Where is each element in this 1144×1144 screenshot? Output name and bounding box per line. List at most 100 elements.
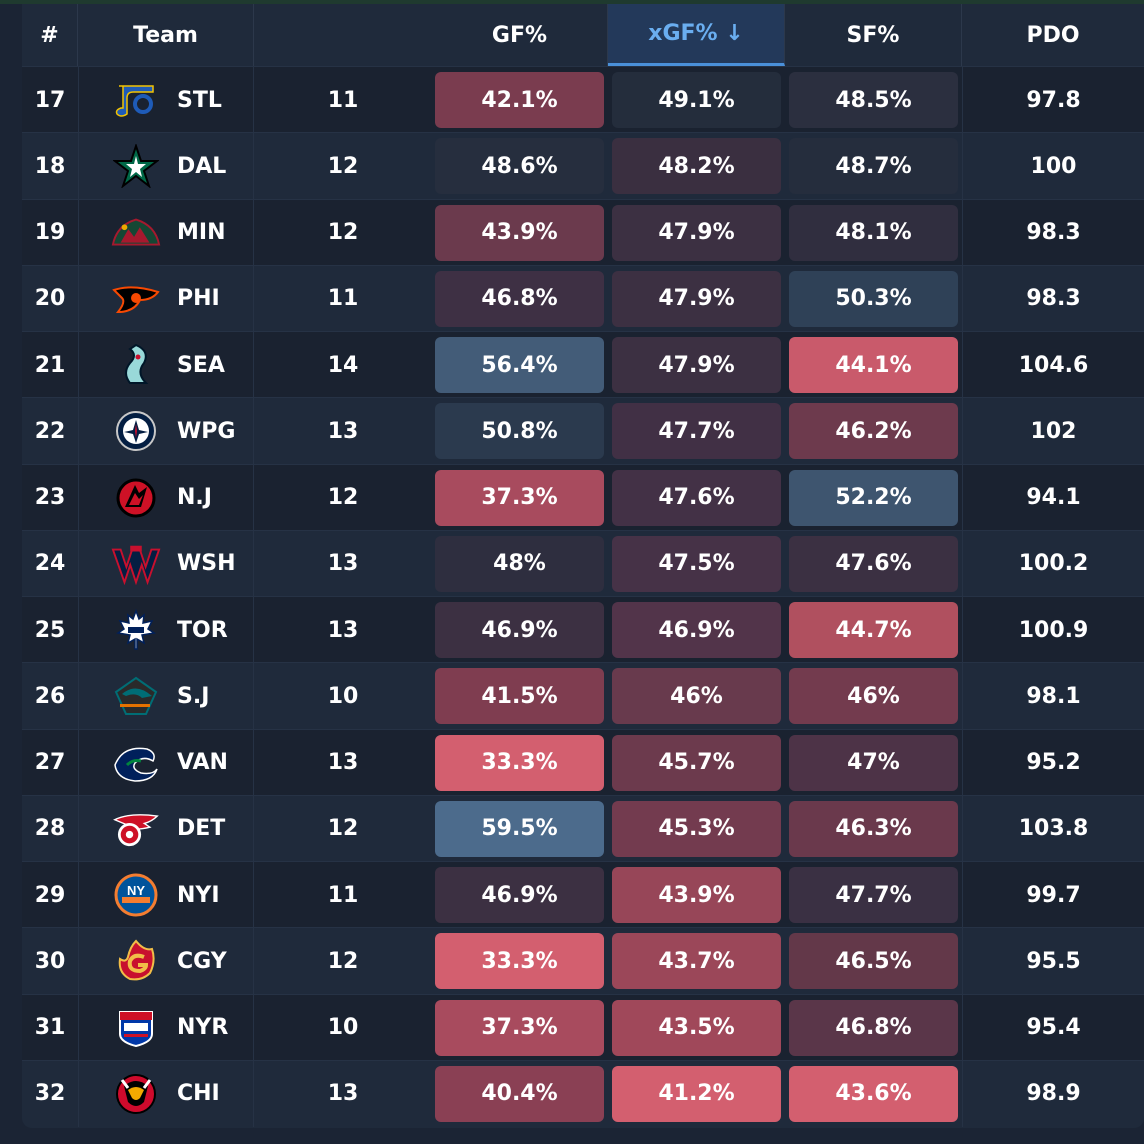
table-row[interactable]: 29 NY NYI 11 46.9% 43.9% 47.7% 99.7 — [22, 861, 1144, 928]
games-played-cell: 13 — [327, 418, 359, 444]
col-rank-header[interactable]: # — [22, 4, 78, 66]
team-abbreviation: VAN — [177, 750, 228, 775]
svg-text:NY: NY — [127, 883, 145, 898]
team-cell[interactable]: STL — [78, 67, 254, 133]
rank-cell: 31 — [34, 1015, 66, 1040]
pdo-cell: 95.5 — [962, 928, 1144, 995]
table-row[interactable]: 23 N.J 12 37.3% 47.6% 52.2% 94.1 — [22, 463, 1144, 531]
rank-cell: 26 — [34, 683, 66, 709]
table-row[interactable]: 27 VAN 13 33.3% 45.7% 47% 95.2 — [22, 728, 1144, 796]
team-cell[interactable]: TOR — [78, 597, 254, 663]
xgf-pct-cell: 47.9% — [612, 204, 781, 261]
team-cell[interactable]: SEA — [78, 332, 254, 398]
team-abbreviation: S.J — [177, 683, 210, 709]
col-pdo-header[interactable]: PDO — [1026, 22, 1080, 48]
sf-pct-cell: 46.8% — [789, 999, 958, 1056]
gf-pct-cell: 41.5% — [435, 668, 604, 725]
table-row[interactable]: 22 WPG 13 50.8% 47.7% 46.2% 102 — [22, 397, 1144, 465]
games-played-cell: 12 — [327, 948, 359, 974]
games-played-cell: 14 — [327, 352, 359, 378]
col-sf-header[interactable]: SF% — [785, 4, 962, 66]
team-cell[interactable]: PHI — [78, 265, 254, 332]
table-row[interactable]: 32 CHI 13 40.4% 41.2% 43.6% 98.9 — [22, 1059, 1144, 1127]
col-xgf-header[interactable]: xGF% ↓ — [608, 4, 785, 66]
team-abbreviation: NYI — [177, 882, 220, 908]
sf-pct-cell: 52.2% — [789, 469, 958, 526]
team-cell[interactable]: CHI — [78, 1060, 254, 1127]
col-gf-header[interactable]: GF% — [432, 4, 608, 66]
team-cell[interactable]: S.J — [78, 663, 254, 730]
pdo-cell: 104.6 — [962, 332, 1144, 398]
table-row[interactable]: 31 NYR 10 37.3% 43.5% 46.8% 95.4 — [22, 993, 1144, 1061]
gf-pct-cell: 56.4% — [435, 337, 604, 393]
games-played-cell: 11 — [327, 87, 359, 113]
pdo-cell: 98.3 — [962, 265, 1144, 332]
table-row[interactable]: 20 PHI 11 46.8% 47.9% 50.3% 98.3 — [22, 264, 1144, 332]
games-played-cell: 12 — [327, 485, 359, 510]
team-cell[interactable]: DET — [78, 795, 254, 862]
top-accent-bar — [0, 0, 1144, 4]
xgf-pct-cell: 47.9% — [612, 270, 781, 327]
team-cell[interactable]: CGY — [78, 928, 254, 995]
pdo-cell: 97.8 — [962, 67, 1144, 133]
table-row[interactable]: 19 MIN 12 43.9% 47.9% 48.1% 98.3 — [22, 198, 1144, 266]
gf-pct-cell: 46.8% — [435, 270, 604, 327]
team-cell[interactable]: DAL — [78, 133, 254, 200]
team-abbreviation: CGY — [177, 948, 227, 974]
team-cell[interactable]: MIN — [78, 199, 254, 266]
table-row[interactable]: 25 TOR 13 46.9% 46.9% 44.7% 100.9 — [22, 596, 1144, 663]
table-row[interactable]: 24 WSH 13 48% 47.5% 47.6% 100.2 — [22, 529, 1144, 597]
xgf-pct-cell: 47.5% — [612, 535, 781, 592]
sf-pct-cell: 48.5% — [789, 72, 958, 128]
col-team-header[interactable]: Team — [78, 4, 254, 66]
rank-cell: 23 — [34, 485, 66, 510]
rank-cell: 30 — [34, 948, 66, 974]
table-row[interactable]: 21 SEA 14 56.4% 47.9% 44.1% 104.6 — [22, 331, 1144, 398]
gf-pct-cell: 33.3% — [435, 933, 604, 990]
sf-pct-cell: 47% — [789, 734, 958, 791]
pdo-cell: 100.2 — [962, 530, 1144, 597]
team-cell[interactable]: N.J — [78, 464, 254, 531]
pdo-cell: 102 — [962, 398, 1144, 465]
gf-pct-cell: 48% — [435, 535, 604, 592]
team-cell[interactable]: NY NYI — [78, 862, 254, 928]
pdo-cell: 98.3 — [962, 199, 1144, 266]
team-cell[interactable]: VAN — [78, 729, 254, 796]
xgf-pct-cell: 45.7% — [612, 734, 781, 791]
pdo-cell: 98.1 — [962, 663, 1144, 730]
pdo-cell: 100.9 — [962, 597, 1144, 663]
games-played-cell: 13 — [327, 750, 359, 775]
team-cell[interactable]: NYR — [78, 994, 254, 1061]
table-row[interactable]: 26 S.J 10 41.5% 46% 46% 98.1 — [22, 662, 1144, 730]
xgf-pct-cell: 47.9% — [612, 337, 781, 393]
team-cell[interactable]: WSH — [78, 530, 254, 597]
games-played-cell: 12 — [327, 220, 359, 245]
team-abbreviation: SEA — [177, 352, 225, 378]
team-abbreviation: WSH — [177, 551, 236, 577]
team-abbreviation: MIN — [177, 220, 226, 245]
games-played-cell: 13 — [327, 1081, 359, 1107]
team-logo-canucks-icon — [111, 740, 161, 786]
team-cell[interactable]: WPG — [78, 398, 254, 465]
table-row[interactable]: 18 DAL 12 48.6% 48.2% 48.7% 100 — [22, 132, 1144, 200]
col-gp-header[interactable] — [254, 4, 432, 66]
team-abbreviation: WPG — [177, 418, 236, 444]
team-abbreviation: N.J — [177, 485, 212, 510]
sf-pct-cell: 50.3% — [789, 270, 958, 327]
rank-cell: 25 — [34, 617, 66, 643]
games-played-cell: 13 — [327, 617, 359, 643]
pdo-cell: 100 — [962, 133, 1144, 200]
sf-pct-cell: 47.7% — [789, 867, 958, 923]
sf-pct-cell: 47.6% — [789, 535, 958, 592]
rank-cell: 21 — [34, 352, 66, 378]
table-row[interactable]: 28 DET 12 59.5% 45.3% 46.3% 103.8 — [22, 794, 1144, 862]
table-row[interactable]: 30 CGY 12 33.3% 43.7% 46.5% 95.5 — [22, 927, 1144, 995]
standings-table: # Team GF% xGF% ↓ SF% PDO 17 STL 11 42.1% 49… — [22, 4, 1144, 1128]
table-row[interactable]: 17 STL 11 42.1% 49.1% 48.5% 97.8 — [22, 66, 1144, 133]
team-logo-wild-icon — [111, 210, 161, 256]
games-played-cell: 12 — [327, 816, 359, 842]
team-abbreviation: CHI — [177, 1081, 220, 1107]
sf-pct-cell: 46.3% — [789, 800, 958, 857]
rank-cell: 20 — [34, 286, 66, 312]
xgf-pct-cell: 47.6% — [612, 469, 781, 526]
